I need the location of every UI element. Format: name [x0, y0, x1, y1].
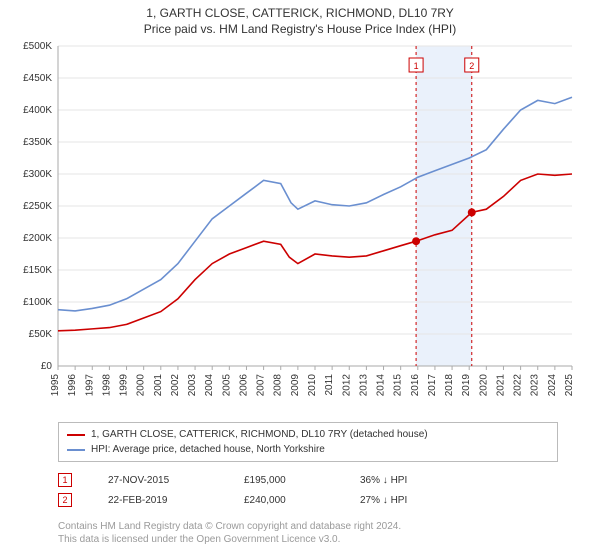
- svg-text:£150K: £150K: [23, 265, 52, 276]
- svg-text:2011: 2011: [324, 374, 335, 396]
- sale-delta: 36% ↓ HPI: [360, 475, 407, 486]
- svg-text:£0: £0: [41, 361, 53, 372]
- sale-marker-icon: 1: [58, 473, 72, 487]
- sale-row: 2 22-FEB-2019 £240,000 27% ↓ HPI: [58, 490, 600, 510]
- svg-text:2024: 2024: [547, 374, 558, 397]
- svg-text:2025: 2025: [564, 374, 575, 397]
- legend: 1, GARTH CLOSE, CATTERICK, RICHMOND, DL1…: [58, 422, 558, 462]
- svg-text:2022: 2022: [513, 374, 524, 397]
- svg-text:1995: 1995: [50, 374, 61, 397]
- svg-text:2014: 2014: [376, 374, 387, 397]
- svg-text:2: 2: [469, 61, 474, 71]
- svg-text:2019: 2019: [461, 374, 472, 397]
- svg-text:1999: 1999: [119, 374, 130, 397]
- svg-text:2000: 2000: [136, 374, 147, 397]
- svg-text:2013: 2013: [358, 374, 369, 397]
- svg-text:£400K: £400K: [23, 105, 52, 116]
- svg-text:2016: 2016: [410, 374, 421, 397]
- svg-text:2006: 2006: [238, 374, 249, 397]
- legend-swatch-icon: [67, 434, 85, 436]
- legend-item: 1, GARTH CLOSE, CATTERICK, RICHMOND, DL1…: [67, 427, 549, 442]
- svg-text:2010: 2010: [307, 374, 318, 397]
- svg-text:2012: 2012: [341, 374, 352, 397]
- svg-text:2005: 2005: [221, 374, 232, 397]
- sale-date: 22-FEB-2019: [108, 495, 208, 506]
- svg-text:£450K: £450K: [23, 73, 52, 84]
- svg-text:2017: 2017: [427, 374, 438, 397]
- sale-delta: 27% ↓ HPI: [360, 495, 407, 506]
- svg-text:2007: 2007: [256, 374, 267, 397]
- svg-text:2020: 2020: [478, 374, 489, 397]
- sale-row: 1 27-NOV-2015 £195,000 36% ↓ HPI: [58, 470, 600, 490]
- svg-text:£350K: £350K: [23, 137, 52, 148]
- sale-marker-icon: 2: [58, 493, 72, 507]
- legend-label: HPI: Average price, detached house, Nort…: [91, 442, 325, 457]
- svg-text:2015: 2015: [393, 374, 404, 397]
- svg-text:£50K: £50K: [29, 329, 53, 340]
- svg-text:1: 1: [414, 61, 419, 71]
- svg-text:£300K: £300K: [23, 169, 52, 180]
- svg-text:£100K: £100K: [23, 297, 52, 308]
- chart-title-address: 1, GARTH CLOSE, CATTERICK, RICHMOND, DL1…: [0, 6, 600, 20]
- svg-text:1997: 1997: [84, 374, 95, 397]
- svg-text:2003: 2003: [187, 374, 198, 397]
- svg-text:1998: 1998: [101, 374, 112, 397]
- svg-text:£200K: £200K: [23, 233, 52, 244]
- sale-price: £195,000: [244, 475, 324, 486]
- price-chart: £0 £50K £100K £150K £200K £250K £300K £350K £400…: [0, 36, 600, 416]
- sales-table: 1 27-NOV-2015 £195,000 36% ↓ HPI 2 22-FE…: [58, 470, 600, 510]
- chart-title-sub: Price paid vs. HM Land Registry's House …: [0, 22, 600, 36]
- credit-line: Contains HM Land Registry data © Crown c…: [58, 520, 558, 533]
- sale-date: 27-NOV-2015: [108, 475, 208, 486]
- svg-text:1996: 1996: [67, 374, 78, 397]
- svg-text:2002: 2002: [170, 374, 181, 397]
- credit-text: Contains HM Land Registry data © Crown c…: [58, 520, 558, 546]
- svg-text:2008: 2008: [273, 374, 284, 397]
- svg-text:2009: 2009: [290, 374, 301, 397]
- credit-line: This data is licensed under the Open Gov…: [58, 533, 558, 546]
- svg-text:£250K: £250K: [23, 201, 52, 212]
- svg-text:£500K: £500K: [23, 41, 52, 52]
- svg-text:2001: 2001: [153, 374, 164, 397]
- svg-text:2018: 2018: [444, 374, 455, 397]
- legend-swatch-icon: [67, 449, 85, 451]
- svg-text:2021: 2021: [495, 374, 506, 397]
- legend-label: 1, GARTH CLOSE, CATTERICK, RICHMOND, DL1…: [91, 427, 428, 442]
- svg-text:2004: 2004: [204, 374, 215, 397]
- sale-price: £240,000: [244, 495, 324, 506]
- legend-item: HPI: Average price, detached house, Nort…: [67, 442, 549, 457]
- svg-text:2023: 2023: [530, 374, 541, 397]
